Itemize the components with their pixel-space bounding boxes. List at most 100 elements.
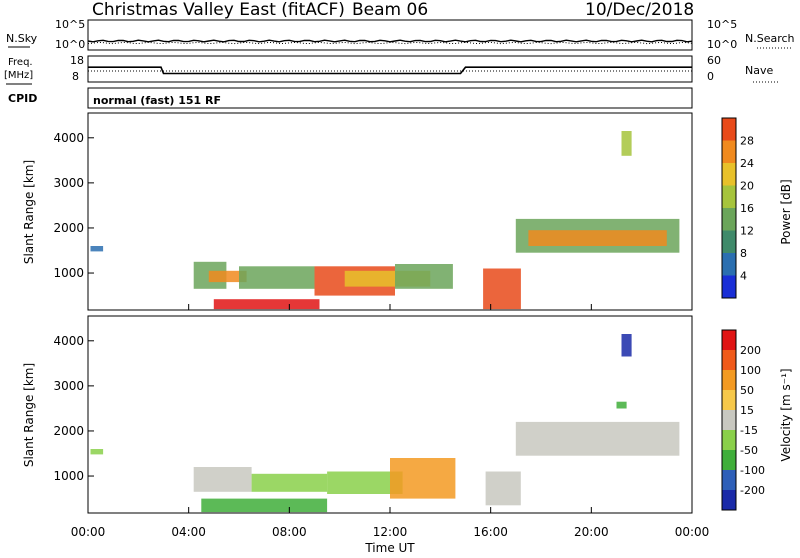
velocity-echo-patch	[390, 458, 456, 499]
velocity-colorbar: 200 100 50 15 -15 -50 -100 -200	[721, 329, 765, 511]
power-ylabel: Slant Range [km]	[22, 160, 36, 264]
nsky-label: N.Sky	[6, 32, 38, 45]
freq-label-line1: Freq.	[8, 57, 33, 68]
velocity-colorbar-frame	[721, 329, 737, 511]
power-colorbar-tick: 8	[740, 247, 747, 260]
power-echo-patch	[213, 299, 320, 310]
velocity-colorbar-tick: 200	[740, 344, 761, 357]
cpid-label: CPID	[8, 92, 37, 105]
power-panel: 1000 2000 3000 4000	[53, 131, 680, 310]
nsearch-series-line	[87, 41, 693, 45]
time-tick-label: 04:00	[171, 525, 206, 539]
power-colorbar-tick: 4	[740, 270, 747, 283]
time-tick-label: 20:00	[574, 525, 609, 539]
power-echo-patch	[483, 268, 521, 310]
velocity-echo-patch	[90, 449, 104, 455]
power-echo-patch	[621, 131, 632, 156]
nave-label: Nave	[745, 64, 773, 77]
power-colorbar-tick: 28	[740, 135, 754, 148]
velocity-echo-patch	[193, 467, 252, 492]
velocity-colorbar-segment	[722, 370, 736, 390]
power-echo-patch	[90, 246, 104, 252]
power-ytick-label: 2000	[53, 221, 84, 235]
power-colorbar-tick: 20	[740, 180, 754, 193]
velocity-colorbar-segment	[722, 450, 736, 470]
velocity-echo-patch	[621, 334, 632, 357]
velocity-colorbar-segment	[722, 410, 736, 430]
power-colorbar-segment	[722, 253, 736, 276]
power-ytick-label: 4000	[53, 131, 84, 145]
velocity-colorbar-segment	[722, 430, 736, 450]
velocity-ytick-label: 3000	[53, 379, 84, 393]
power-ytick-label: 1000	[53, 266, 84, 280]
power-echo-patch	[528, 230, 667, 246]
velocity-colorbar-segment	[722, 350, 736, 370]
velocity-colorbar-tick: 100	[740, 364, 761, 377]
time-axis: 00:00 04:00 08:00 12:00 16:00 20:00 00:00	[71, 304, 710, 539]
power-echo-patch	[239, 266, 315, 289]
velocity-colorbar-segment	[722, 470, 736, 490]
freq-label-line2: [MHz]	[4, 70, 33, 81]
freq-tick-top: 18	[70, 54, 84, 67]
power-colorbar: 28 24 20 16 12 8 4	[721, 117, 754, 299]
velocity-ytick-label: 2000	[53, 424, 84, 438]
freq-tick-bottom: 8	[72, 70, 79, 83]
power-colorbar-segment	[722, 118, 736, 141]
velocity-colorbar-tick: 50	[740, 384, 754, 397]
velocity-ytick-label: 4000	[53, 334, 84, 348]
site-title: Christmas Valley East (fitACF)	[92, 0, 345, 20]
power-colorbar-segment	[722, 185, 736, 208]
velocity-colorbar-label: Velocity [m s⁻¹]	[779, 368, 793, 461]
power-echo-patch	[208, 270, 247, 283]
date-label: 10/Dec/2018	[585, 0, 694, 20]
cpid-strip-frame	[87, 87, 693, 109]
freq-series-line	[88, 66, 692, 75]
time-axis-label: Time UT	[364, 541, 415, 554]
power-colorbar-segment	[722, 140, 736, 163]
velocity-echo-patch	[616, 401, 627, 409]
nsky-series-line	[87, 39, 693, 43]
velocity-colorbar-tick: -15	[740, 424, 758, 437]
velocity-echo-patch	[515, 421, 680, 456]
velocity-ylabel: Slant Range [km]	[22, 363, 36, 467]
velocity-echo-patch	[201, 498, 328, 513]
freq-strip-frame	[87, 55, 693, 83]
power-colorbar-label: Power [dB]	[779, 179, 793, 244]
time-tick-label: 12:00	[373, 525, 408, 539]
velocity-ytick-label: 1000	[53, 469, 84, 483]
nave-tick-top: 60	[707, 54, 721, 67]
velocity-colorbar-segment	[722, 490, 736, 510]
power-echo-patch	[395, 264, 453, 289]
nsearch-label: N.Search	[745, 32, 795, 45]
time-tick-label: 16:00	[473, 525, 508, 539]
beam-label: Beam 06	[352, 0, 428, 20]
velocity-colorbar-segment	[722, 330, 736, 350]
power-colorbar-segment	[722, 163, 736, 186]
power-ytick-label: 3000	[53, 176, 84, 190]
time-tick-label: 00:00	[71, 525, 106, 539]
nsearch-tick-top: 10^5	[707, 18, 737, 31]
nsky-tick-top: 10^5	[55, 18, 85, 31]
nsky-strip-frame	[87, 19, 693, 51]
nave-tick-bottom: 0	[707, 70, 714, 83]
power-colorbar-segment	[722, 275, 736, 298]
velocity-echo-patch	[327, 471, 403, 494]
power-colorbar-tick: 12	[740, 225, 754, 238]
nsky-tick-bottom: 10^0	[55, 38, 85, 51]
velocity-colorbar-segment	[722, 390, 736, 410]
power-colorbar-segment	[722, 230, 736, 253]
velocity-colorbar-tick: 15	[740, 404, 754, 417]
velocity-colorbar-tick: -100	[740, 464, 765, 477]
velocity-colorbar-tick: -50	[740, 444, 758, 457]
nsearch-tick-bottom: 10^0	[707, 38, 737, 51]
power-colorbar-frame	[721, 117, 737, 299]
velocity-echo-patch	[251, 473, 328, 492]
velocity-colorbar-tick: -200	[740, 484, 765, 497]
velocity-panel: 1000 2000 3000 4000	[53, 334, 680, 513]
time-tick-label: 00:00	[675, 525, 710, 539]
power-colorbar-tick: 16	[740, 202, 754, 215]
power-colorbar-segment	[722, 208, 736, 231]
cpid-value: normal (fast) 151 RF	[93, 94, 221, 107]
